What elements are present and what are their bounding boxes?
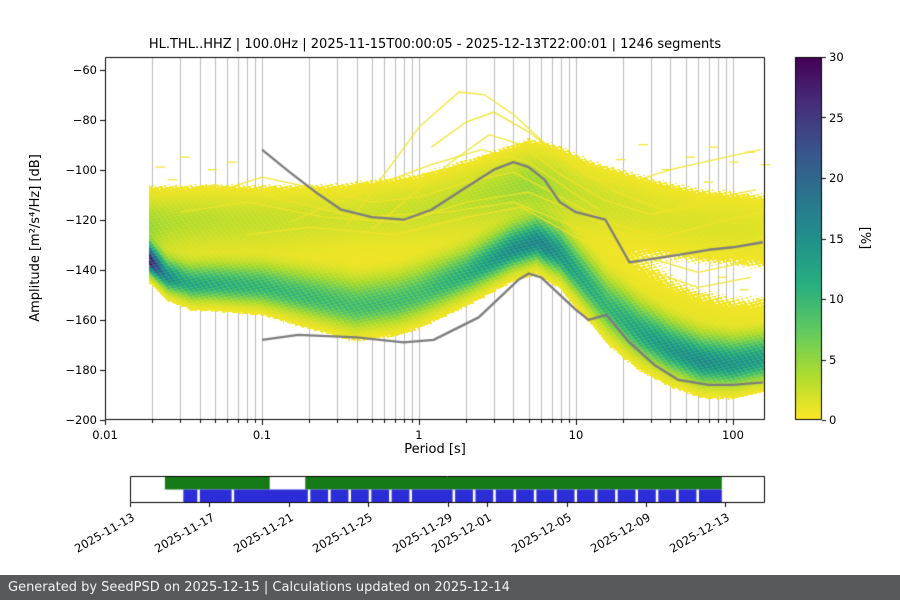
y-tick-label: −60 xyxy=(72,62,97,77)
colorbar-label: [%] xyxy=(857,226,872,250)
colorbar-tick-label: 10 xyxy=(829,292,844,306)
y-tick-label: −200 xyxy=(65,413,97,427)
colorbar-tick-label: 0 xyxy=(829,413,837,427)
x-tick-label: 100 xyxy=(721,428,744,442)
ppsd-chart-canvas xyxy=(0,0,900,575)
colorbar-tick-label: 15 xyxy=(829,231,844,246)
x-tick-label: 0.01 xyxy=(92,428,118,442)
x-tick-label: 1 xyxy=(415,428,423,442)
x-tick-label: 0.1 xyxy=(252,428,272,442)
footer-text: Generated by SeedPSD on 2025-12-15 | Cal… xyxy=(8,580,510,595)
y-tick-label: −180 xyxy=(65,362,97,377)
y-tick-label: −80 xyxy=(72,112,97,127)
y-axis-label: Amplitude [m²/s⁴/Hz] [dB] xyxy=(28,154,43,322)
y-tick-label: −160 xyxy=(65,312,97,327)
colorbar-tick-label: 20 xyxy=(829,171,844,185)
footer-bar: Generated by SeedPSD on 2025-12-15 | Cal… xyxy=(0,575,900,600)
x-axis-label: Period [s] xyxy=(404,442,466,457)
colorbar-tick-label: 5 xyxy=(829,352,837,367)
chart-title: HL.THL..HHZ | 100.0Hz | 2025-11-15T00:00… xyxy=(148,37,722,52)
colorbar-tick-label: 25 xyxy=(829,110,844,125)
y-tick-label: −100 xyxy=(65,162,97,177)
y-tick-label: −120 xyxy=(65,212,97,227)
y-tick-label: −140 xyxy=(65,262,97,277)
x-tick-label: 10 xyxy=(568,428,584,442)
colorbar-tick-label: 30 xyxy=(829,50,844,64)
